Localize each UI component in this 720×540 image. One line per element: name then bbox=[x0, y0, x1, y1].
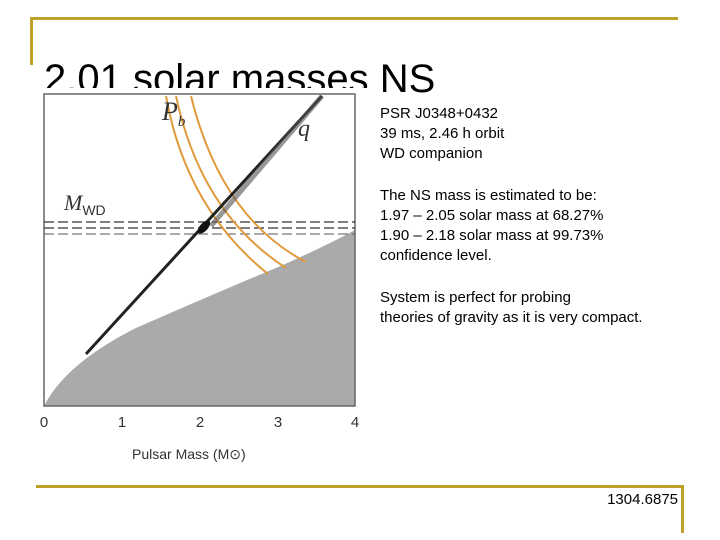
footer-rule-right bbox=[681, 485, 684, 533]
excluded-region bbox=[44, 230, 355, 406]
pulsar-info-paragraph: PSR J0348+0432 39 ms, 2.46 h orbit WD co… bbox=[380, 104, 700, 164]
gravity-test-line-1: System is perfect for probing bbox=[380, 289, 571, 306]
x-axis-title: Pulsar Mass (M⊙) bbox=[132, 446, 246, 462]
mass-estimate-intro: The NS mass is estimated to be: bbox=[380, 187, 597, 204]
x-tick-0: 0 bbox=[40, 414, 48, 431]
title-rule-top bbox=[30, 17, 678, 20]
x-tick-3: 3 bbox=[274, 414, 282, 431]
mass-mass-diagram: Pb q MWD 0 1 2 3 4 Pulsar Mass (M⊙) bbox=[36, 88, 368, 468]
orbit-info: 39 ms, 2.46 h orbit bbox=[380, 125, 505, 142]
confidence-label: confidence level. bbox=[380, 247, 492, 264]
mass-range-68: 1.97 – 2.05 solar mass at 68.27% bbox=[380, 207, 604, 224]
mass-range-99: 1.90 – 2.18 solar mass at 99.73% bbox=[380, 227, 604, 244]
x-tick-1: 1 bbox=[118, 414, 126, 431]
pb-label: Pb bbox=[161, 97, 186, 130]
title-rule-left bbox=[30, 17, 33, 65]
gravity-test-paragraph: System is perfect for probing theories o… bbox=[380, 288, 700, 328]
mass-ratio-line bbox=[84, 94, 324, 356]
q-label: q bbox=[298, 116, 310, 142]
companion-info: WD companion bbox=[380, 145, 483, 162]
arxiv-reference: 1304.6875 bbox=[607, 491, 678, 508]
plot-frame bbox=[43, 93, 356, 407]
gravity-test-line-2: theories of gravity as it is very compac… bbox=[380, 309, 643, 326]
pulsar-name: PSR J0348+0432 bbox=[380, 105, 499, 122]
slide-body: PSR J0348+0432 39 ms, 2.46 h orbit WD co… bbox=[380, 104, 700, 350]
mass-estimate-paragraph: The NS mass is estimated to be: 1.97 – 2… bbox=[380, 186, 700, 266]
footer-rule-bottom bbox=[36, 485, 684, 488]
mwd-label: MWD bbox=[63, 190, 106, 218]
x-tick-2: 2 bbox=[196, 414, 204, 431]
x-tick-4: 4 bbox=[351, 414, 359, 431]
